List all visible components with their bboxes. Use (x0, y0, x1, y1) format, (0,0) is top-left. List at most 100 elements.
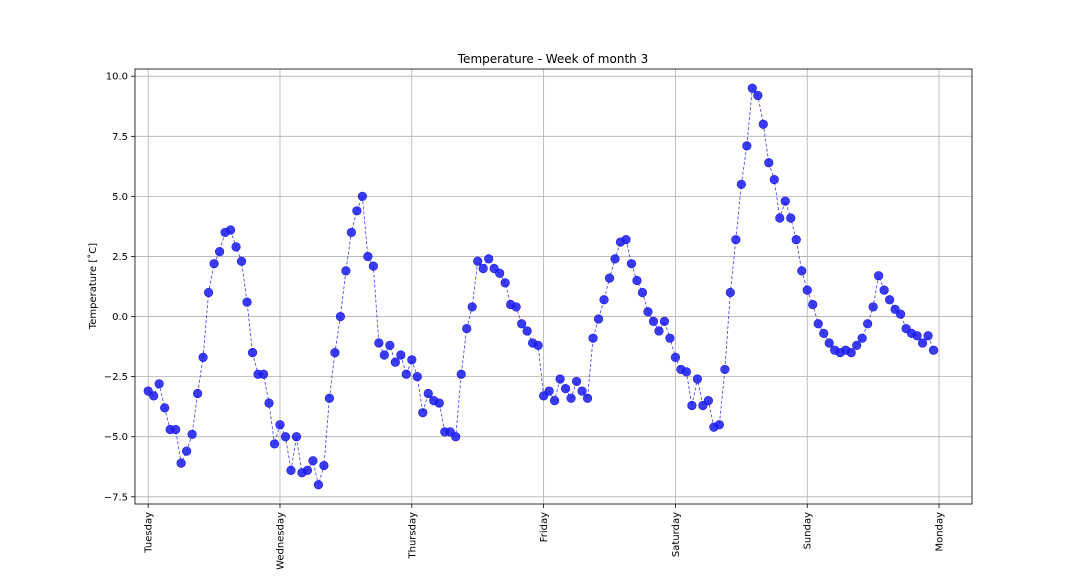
data-point (462, 323, 472, 334)
data-point (214, 247, 225, 257)
data-point (692, 374, 702, 384)
data-point (302, 465, 313, 475)
data-point (368, 261, 378, 271)
data-point (236, 256, 247, 266)
data-point (396, 350, 406, 360)
data-point (720, 364, 730, 375)
data-point (154, 379, 164, 389)
data-point (264, 398, 274, 408)
data-point (687, 400, 697, 411)
data-point (577, 386, 587, 396)
data-point (517, 319, 527, 329)
y-tick-label: 7.5 (112, 132, 128, 143)
data-point (385, 340, 395, 350)
data-point (258, 369, 269, 379)
y-tick-label: 0.0 (112, 312, 128, 323)
data-point (582, 393, 593, 403)
data-point (786, 213, 796, 223)
data-point (885, 295, 895, 305)
y-tick-label: 10.0 (106, 72, 128, 83)
x-tick-label: Thursday (407, 512, 418, 560)
data-point (374, 338, 384, 348)
x-tick-label: Friday (539, 512, 550, 542)
data-point (346, 227, 356, 238)
data-point (451, 432, 461, 442)
data-point (703, 396, 713, 406)
data-point (555, 374, 565, 384)
data-point (643, 307, 653, 317)
data-point (747, 83, 757, 93)
data-point (456, 369, 466, 379)
data-point (418, 408, 428, 418)
x-tick-label: Monday (935, 512, 946, 552)
x-tick-label: Saturday (671, 512, 682, 557)
data-point (335, 311, 346, 322)
data-point (593, 314, 604, 324)
data-point (868, 302, 878, 312)
y-axis-label: Temperature [˚C] (87, 243, 99, 330)
data-point (764, 158, 774, 168)
data-point (473, 256, 483, 266)
data-point (637, 287, 648, 298)
data-point (758, 119, 768, 129)
data-point (203, 287, 214, 298)
data-point (407, 355, 417, 365)
data-point (280, 432, 291, 442)
data-point (390, 357, 400, 367)
y-tick-label: 5.0 (112, 192, 128, 203)
data-point (176, 458, 186, 468)
x-tick-label: Tuesday (144, 512, 155, 554)
data-point (242, 297, 252, 307)
data-point (813, 319, 823, 329)
data-point (775, 213, 785, 223)
y-tick-label: −7.5 (104, 492, 128, 503)
data-point (149, 391, 159, 401)
data-point (363, 251, 373, 262)
data-point (225, 225, 236, 235)
data-point (291, 432, 302, 442)
data-point (511, 302, 521, 312)
x-axis: Tuesday Wednesday Thursday Friday Saturday Su… (144, 504, 946, 570)
data-point (560, 384, 571, 394)
data-point (269, 439, 280, 449)
data-point (659, 316, 670, 326)
data-point (725, 287, 735, 298)
data-point (412, 372, 422, 382)
data-point (533, 340, 543, 350)
y-tick-label: 2.5 (112, 252, 128, 263)
data-point (357, 191, 367, 201)
y-tick-label: −2.5 (104, 372, 128, 383)
data-point (198, 352, 208, 362)
data-point (319, 460, 329, 471)
data-point (401, 369, 411, 379)
data-point (928, 345, 939, 355)
data-point (484, 254, 494, 264)
data-point (621, 235, 631, 245)
data-point (231, 242, 241, 252)
chart-title: Temperature - Week of month 3 (457, 52, 648, 66)
series-line (147, 87, 934, 485)
y-tick-label: −5.0 (104, 432, 128, 443)
data-point (923, 331, 933, 341)
data-point (341, 266, 351, 276)
data-point (654, 326, 664, 336)
data-point (896, 309, 906, 319)
data-point (193, 388, 203, 399)
data-point (160, 403, 170, 413)
data-point (769, 174, 779, 185)
data-point (742, 141, 752, 151)
data-point (571, 376, 582, 387)
data-point (423, 388, 433, 399)
data-point (599, 295, 609, 305)
data-point (478, 263, 488, 274)
data-point (874, 271, 884, 281)
data-point (324, 393, 335, 403)
data-point (731, 235, 741, 245)
data-point (467, 302, 477, 312)
data-point (379, 350, 389, 360)
data-point (330, 347, 340, 358)
data-point (852, 340, 862, 350)
data-point (626, 259, 637, 269)
series-points (143, 83, 939, 490)
